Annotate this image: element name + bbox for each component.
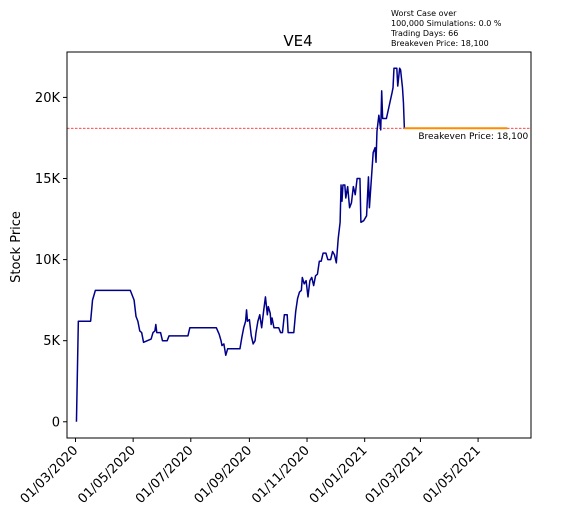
price-history-line	[75, 67, 406, 422]
y-axis-label: Stock Price	[9, 211, 24, 283]
annotation-line: Worst Case over	[391, 9, 457, 18]
y-tick-label: 15K	[35, 172, 61, 187]
y-tick-label: 0	[52, 415, 60, 430]
annotation-line: Breakeven Price: 18,100	[391, 39, 489, 48]
axes-frame	[66, 51, 532, 439]
annotation-line: 100,000 Simulations: 0.0 %	[391, 19, 502, 28]
annotation-line: Trading Days: 66	[390, 29, 458, 38]
plot-area: Breakeven Price: 18,100	[67, 67, 531, 422]
breakeven-label: Breakeven Price: 18,100	[418, 132, 528, 142]
y-axis-ticks: 0 5K 10K 15K 20K	[35, 91, 67, 430]
y-tick-label: 5K	[43, 334, 60, 349]
chart-title: VE4	[283, 32, 312, 50]
y-tick-label: 10K	[35, 253, 61, 268]
simulation-annotation: Worst Case over 100,000 Simulations: 0.0…	[390, 9, 502, 48]
y-tick-label: 20K	[35, 91, 61, 106]
